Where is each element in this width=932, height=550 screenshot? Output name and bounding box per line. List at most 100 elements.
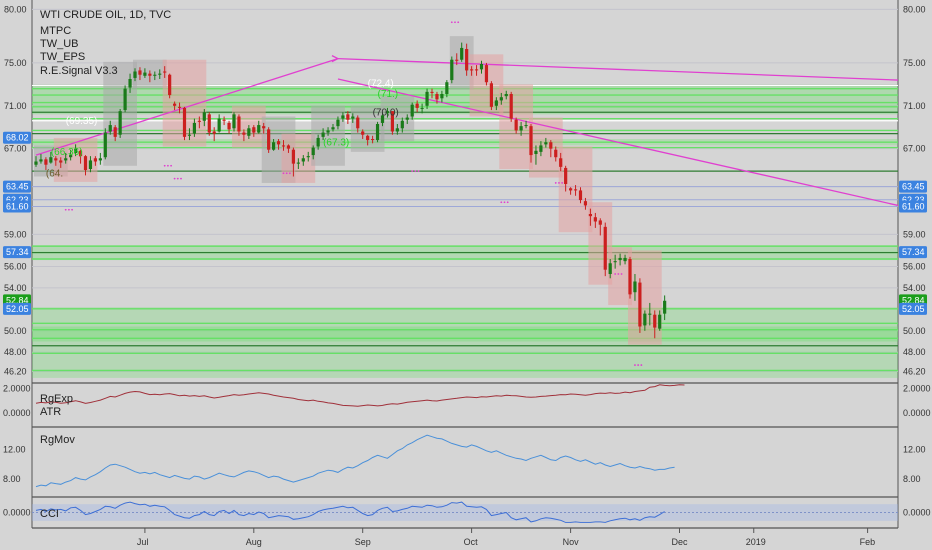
candle-body-46[interactable] [262, 126, 266, 129]
candle-body-33[interactable] [197, 120, 201, 122]
candle-body-19[interactable] [128, 79, 132, 88]
candle-body-14[interactable] [103, 132, 107, 158]
candle-body-15[interactable] [108, 125, 112, 132]
candle-body-13[interactable] [98, 158, 102, 161]
candle-body-76[interactable] [410, 104, 414, 117]
candle-body-61[interactable] [336, 119, 340, 127]
candle-body-54[interactable] [301, 158, 305, 162]
candle-body-81[interactable] [435, 94, 439, 100]
candle-body-60[interactable] [331, 127, 335, 130]
candle-body-113[interactable] [593, 217, 597, 222]
candle-body-91[interactable] [484, 65, 489, 83]
candle-body-28[interactable] [173, 103, 177, 106]
candle-body-98[interactable] [519, 126, 523, 131]
candle-body-118[interactable] [618, 257, 622, 261]
candle-body-126[interactable] [658, 314, 662, 329]
candle-body-48[interactable] [272, 142, 276, 150]
candle-body-121[interactable] [633, 281, 637, 293]
candle-body-44[interactable] [252, 127, 256, 133]
candle-body-0[interactable] [34, 161, 38, 165]
candle-body-27[interactable] [168, 74, 172, 96]
candle-body-119[interactable] [623, 257, 627, 262]
candle-body-24[interactable] [153, 74, 157, 76]
candle-body-75[interactable] [405, 117, 409, 120]
candle-body-116[interactable] [608, 263, 612, 274]
candle-body-35[interactable] [207, 114, 211, 133]
candle-body-32[interactable] [192, 122, 196, 134]
candle-body-63[interactable] [346, 114, 350, 120]
candle-body-4[interactable] [54, 158, 58, 161]
candle-body-30[interactable] [182, 107, 187, 137]
candle-body-90[interactable] [479, 64, 484, 70]
candle-body-31[interactable] [187, 134, 192, 136]
candle-body-5[interactable] [59, 160, 63, 163]
candle-body-74[interactable] [400, 120, 404, 129]
candle-body-71[interactable] [385, 111, 390, 114]
candle-body-6[interactable] [64, 158, 68, 161]
candle-body-73[interactable] [395, 128, 399, 132]
candle-body-39[interactable] [227, 122, 231, 130]
candle-body-78[interactable] [420, 107, 424, 109]
candle-body-45[interactable] [257, 125, 261, 133]
candle-body-99[interactable] [524, 125, 528, 127]
candle-body-96[interactable] [509, 94, 513, 119]
candle-body-8[interactable] [74, 148, 78, 153]
candle-body-120[interactable] [628, 259, 632, 295]
candle-body-109[interactable] [573, 189, 578, 191]
candle-body-103[interactable] [544, 142, 548, 145]
candle-body-9[interactable] [78, 150, 83, 157]
candle-body-57[interactable] [316, 137, 320, 147]
candle-body-62[interactable] [341, 115, 345, 119]
candle-body-92[interactable] [489, 83, 493, 107]
candle-body-18[interactable] [123, 88, 127, 111]
candle-body-77[interactable] [415, 103, 419, 108]
candle-body-88[interactable] [470, 69, 474, 71]
candle-body-3[interactable] [49, 157, 53, 163]
candle-body-22[interactable] [143, 72, 147, 76]
candle-body-108[interactable] [569, 188, 573, 191]
candle-body-106[interactable] [559, 158, 563, 167]
candle-body-85[interactable] [455, 59, 459, 61]
candle-body-127[interactable] [663, 300, 667, 314]
candle-body-55[interactable] [306, 156, 310, 158]
candle-body-72[interactable] [390, 111, 394, 132]
candle-body-125[interactable] [653, 314, 657, 328]
candle-body-34[interactable] [202, 112, 206, 121]
candle-body-53[interactable] [296, 162, 300, 164]
candle-body-112[interactable] [588, 214, 592, 217]
candle-body-89[interactable] [474, 69, 479, 71]
candle-body-16[interactable] [113, 127, 117, 137]
candle-body-17[interactable] [118, 111, 122, 135]
candle-body-94[interactable] [499, 97, 503, 101]
candle-body-97[interactable] [514, 119, 518, 131]
candle-body-95[interactable] [504, 94, 508, 97]
candle-body-25[interactable] [158, 73, 162, 75]
candle-body-84[interactable] [450, 59, 454, 81]
candle-body-105[interactable] [554, 149, 558, 158]
candle-body-2[interactable] [44, 159, 48, 165]
candle-body-49[interactable] [276, 141, 281, 145]
candle-body-122[interactable] [638, 282, 642, 327]
candle-body-64[interactable] [351, 116, 355, 119]
candle-body-65[interactable] [356, 117, 360, 129]
candle-body-20[interactable] [133, 71, 137, 78]
candle-body-87[interactable] [465, 49, 469, 71]
candle-body-10[interactable] [83, 156, 88, 171]
candle-body-43[interactable] [247, 128, 251, 136]
candle-body-69[interactable] [375, 124, 380, 141]
candle-body-7[interactable] [69, 155, 73, 158]
candle-body-52[interactable] [291, 149, 295, 164]
candle-body-79[interactable] [425, 91, 429, 106]
candle-body-82[interactable] [440, 94, 444, 99]
candle-body-29[interactable] [177, 106, 182, 108]
candle-body-68[interactable] [371, 139, 375, 141]
candle-body-67[interactable] [366, 135, 370, 141]
candle-body-23[interactable] [148, 73, 152, 76]
candle-body-1[interactable] [39, 159, 43, 162]
candle-body-37[interactable] [217, 118, 221, 132]
candle-body-70[interactable] [380, 115, 385, 123]
candle-body-58[interactable] [321, 132, 325, 137]
candle-body-110[interactable] [578, 190, 583, 201]
candle-body-41[interactable] [237, 116, 241, 132]
